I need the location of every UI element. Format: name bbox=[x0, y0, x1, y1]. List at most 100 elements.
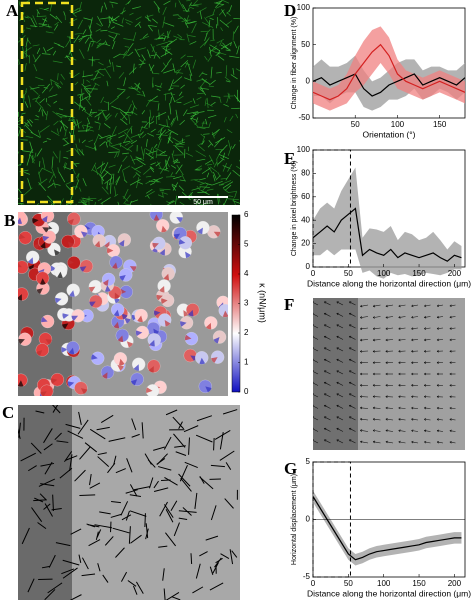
vector bbox=[373, 441, 381, 444]
fiber bbox=[111, 15, 120, 22]
fiber bbox=[29, 119, 34, 124]
cell bbox=[61, 234, 75, 249]
fiber bbox=[183, 100, 193, 106]
fiber bbox=[80, 201, 87, 205]
fiber bbox=[30, 131, 41, 138]
vector bbox=[336, 405, 344, 409]
series-line bbox=[312, 207, 462, 262]
fiber bbox=[65, 423, 81, 429]
colorbar-tick-label: 0 bbox=[244, 387, 249, 396]
fiber bbox=[199, 182, 207, 186]
fiber bbox=[114, 112, 118, 118]
fiber bbox=[86, 523, 96, 528]
cell-sector bbox=[33, 243, 40, 250]
vector-head bbox=[424, 395, 427, 399]
fiber bbox=[155, 53, 161, 59]
fiber bbox=[217, 51, 227, 55]
cell-sector bbox=[149, 339, 155, 347]
fiber bbox=[136, 158, 146, 166]
fiber bbox=[195, 165, 202, 170]
cell-sector bbox=[69, 290, 75, 297]
fiber bbox=[102, 43, 111, 47]
fiber bbox=[34, 152, 37, 158]
cell-sector bbox=[188, 309, 194, 317]
vector bbox=[313, 348, 319, 352]
fiber bbox=[59, 108, 64, 111]
cell-sector bbox=[61, 323, 69, 330]
fiber bbox=[38, 107, 42, 113]
colorbar-tick-label: 2 bbox=[244, 328, 249, 337]
cell bbox=[119, 285, 133, 299]
vector bbox=[449, 339, 456, 341]
vector-head bbox=[424, 429, 427, 433]
fiber bbox=[126, 144, 134, 151]
vector-head bbox=[349, 393, 352, 396]
fiber bbox=[87, 117, 91, 125]
vector-head bbox=[324, 347, 327, 350]
fiber bbox=[130, 155, 136, 165]
vector bbox=[349, 393, 356, 398]
vector-head bbox=[385, 440, 388, 444]
fiber bbox=[36, 48, 41, 54]
vector-head bbox=[424, 349, 427, 353]
fiber bbox=[199, 88, 204, 93]
cell-sector bbox=[153, 214, 160, 221]
vector-head bbox=[385, 384, 388, 387]
vector-head bbox=[336, 416, 339, 419]
fiber bbox=[103, 101, 109, 104]
fiber bbox=[35, 115, 40, 118]
fiber bbox=[99, 134, 111, 139]
fiber bbox=[80, 96, 89, 102]
fiber bbox=[175, 164, 183, 175]
fiber bbox=[144, 121, 149, 128]
fiber bbox=[156, 32, 165, 41]
fiber bbox=[117, 152, 120, 158]
x-tick-label: 100 bbox=[377, 579, 391, 588]
fiber bbox=[63, 156, 69, 159]
panel-label: F bbox=[284, 295, 294, 314]
fiber bbox=[77, 93, 85, 96]
fiber bbox=[206, 172, 210, 178]
vector bbox=[411, 430, 419, 432]
fiber bbox=[219, 450, 235, 461]
cell-sector bbox=[61, 346, 68, 353]
fiber bbox=[114, 193, 119, 197]
fiber bbox=[192, 98, 196, 104]
fiber bbox=[147, 49, 151, 59]
fiber bbox=[76, 173, 80, 181]
cell bbox=[67, 212, 81, 226]
fiber bbox=[170, 117, 175, 125]
vector-head bbox=[449, 384, 452, 387]
fiber bbox=[154, 177, 163, 181]
cell bbox=[88, 279, 103, 294]
fiber bbox=[165, 508, 174, 523]
fiber bbox=[157, 138, 162, 149]
fiber bbox=[220, 44, 231, 51]
fiber bbox=[78, 148, 85, 156]
fiber bbox=[217, 171, 221, 178]
fiber bbox=[220, 157, 225, 161]
vector bbox=[385, 418, 394, 421]
fiber bbox=[106, 65, 112, 68]
fiber bbox=[104, 170, 112, 176]
fiber bbox=[74, 101, 83, 109]
fiber bbox=[90, 41, 96, 43]
fiber bbox=[226, 129, 233, 134]
x-tick-label: 200 bbox=[448, 579, 462, 588]
fiber bbox=[27, 39, 32, 45]
fiber bbox=[118, 134, 125, 139]
fiber bbox=[79, 494, 96, 496]
vector bbox=[336, 382, 344, 386]
fiber bbox=[196, 126, 206, 130]
fiber bbox=[97, 16, 103, 27]
fiber bbox=[220, 42, 232, 50]
fiber bbox=[162, 6, 167, 16]
panel-label: B bbox=[4, 211, 15, 230]
vector bbox=[360, 441, 369, 444]
vector-head bbox=[398, 316, 401, 319]
vector-head bbox=[449, 338, 452, 342]
vector bbox=[349, 439, 356, 444]
vector bbox=[313, 313, 319, 317]
vector-head bbox=[336, 347, 339, 350]
fiber bbox=[114, 186, 117, 197]
